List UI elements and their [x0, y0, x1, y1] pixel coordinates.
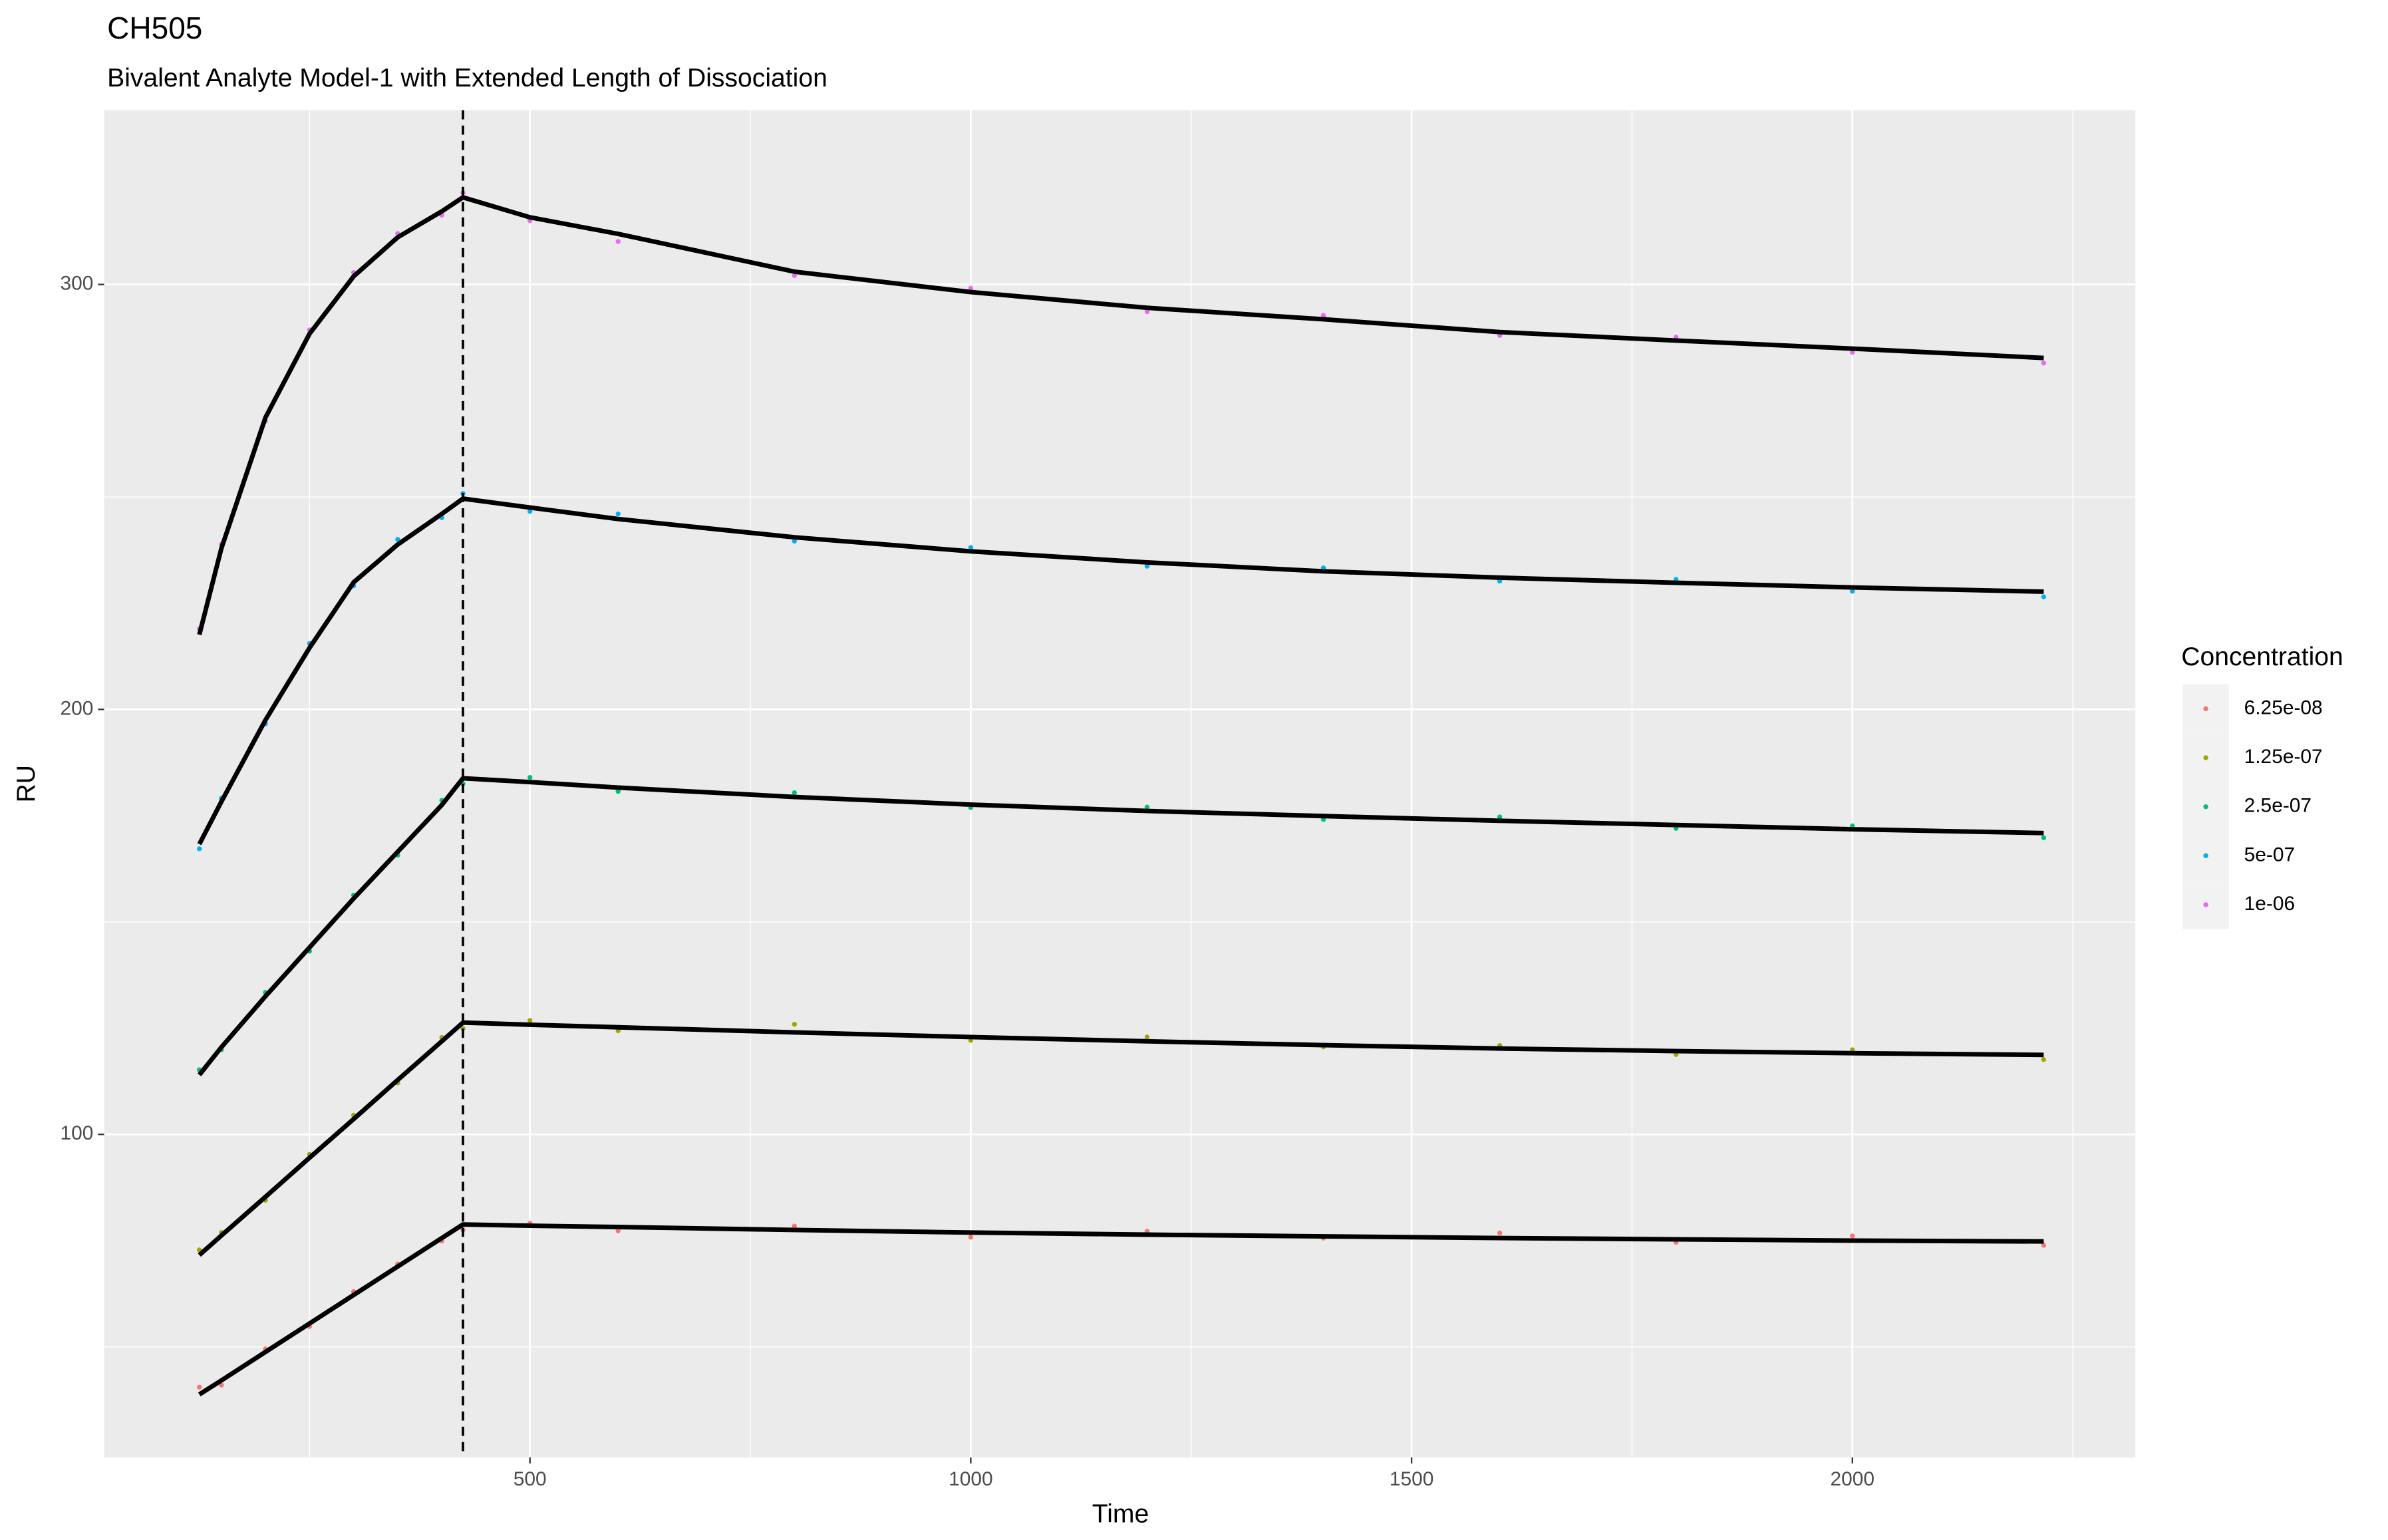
- y-tick-label: 200: [61, 697, 94, 719]
- data-point: [615, 239, 621, 244]
- data-point: [2041, 361, 2047, 366]
- data-point: [1850, 350, 1855, 355]
- chart-title: CH505: [107, 11, 202, 45]
- fit-line: [198, 1222, 2044, 1397]
- data-point: [1144, 1034, 1150, 1040]
- plot-panel: [104, 110, 2136, 1458]
- data-point: [2041, 594, 2047, 599]
- legend-label: 6.25e-08: [2244, 696, 2323, 718]
- data-point: [792, 1223, 798, 1229]
- data-point: [1850, 589, 1855, 594]
- data-point: [615, 511, 621, 517]
- x-tick-label: 2000: [1831, 1468, 1875, 1490]
- fit-line: [197, 496, 2044, 846]
- fit-line: [198, 1020, 2044, 1257]
- data-point: [968, 545, 974, 550]
- data-point: [792, 538, 798, 544]
- x-axis-title: Time: [1092, 1500, 1149, 1529]
- x-tick-label: 1000: [949, 1468, 993, 1490]
- data-point: [1850, 1233, 1855, 1239]
- legend-swatch: [2203, 804, 2208, 810]
- data-point: [2041, 1057, 2047, 1062]
- data-point: [1144, 804, 1150, 810]
- data-point: [1320, 313, 1326, 318]
- data-point: [615, 1228, 621, 1233]
- legend-label: 1.25e-07: [2244, 746, 2323, 768]
- fit-line: [197, 776, 2044, 1076]
- data-point: [2041, 1243, 2047, 1248]
- data-point: [1144, 563, 1150, 569]
- legend-label: 1e-06: [2244, 893, 2296, 915]
- marks: [197, 110, 2047, 1458]
- data-point: [792, 790, 798, 796]
- data-point: [1497, 814, 1503, 820]
- y-tick-label: 100: [61, 1122, 94, 1144]
- legend-swatch: [2203, 853, 2208, 859]
- data-point: [2041, 835, 2047, 841]
- data-point: [968, 1235, 974, 1240]
- data-point: [197, 1384, 202, 1390]
- fit-line: [197, 195, 2044, 635]
- y-tick-label: 300: [61, 273, 94, 295]
- data-point: [527, 1018, 533, 1023]
- legend-title: Concentration: [2181, 643, 2343, 671]
- data-point: [615, 789, 621, 794]
- x-tick-label: 1500: [1390, 1468, 1434, 1490]
- data-point: [197, 846, 202, 851]
- data-point: [527, 774, 533, 780]
- legend-label: 2.5e-07: [2244, 795, 2312, 817]
- x-tick-label: 500: [514, 1468, 547, 1490]
- data-point: [527, 509, 533, 514]
- data-point: [792, 1022, 798, 1027]
- data-point: [395, 537, 400, 542]
- legend-swatch: [2203, 755, 2208, 760]
- y-axis-title: RU: [12, 765, 41, 803]
- legend: 6.25e-08 1.25e-07 2.5e-07 5e-07 1e-06: [2182, 684, 2323, 929]
- data-point: [1144, 309, 1150, 315]
- data-point: [1497, 1230, 1503, 1236]
- legend-label: 5e-07: [2244, 844, 2296, 865]
- legend-swatch: [2203, 902, 2208, 907]
- chart-subtitle: Bivalent Analyte Model-1 with Extended L…: [107, 64, 827, 92]
- legend-swatch: [2203, 706, 2208, 712]
- data-point: [968, 285, 974, 291]
- data-point: [792, 273, 798, 278]
